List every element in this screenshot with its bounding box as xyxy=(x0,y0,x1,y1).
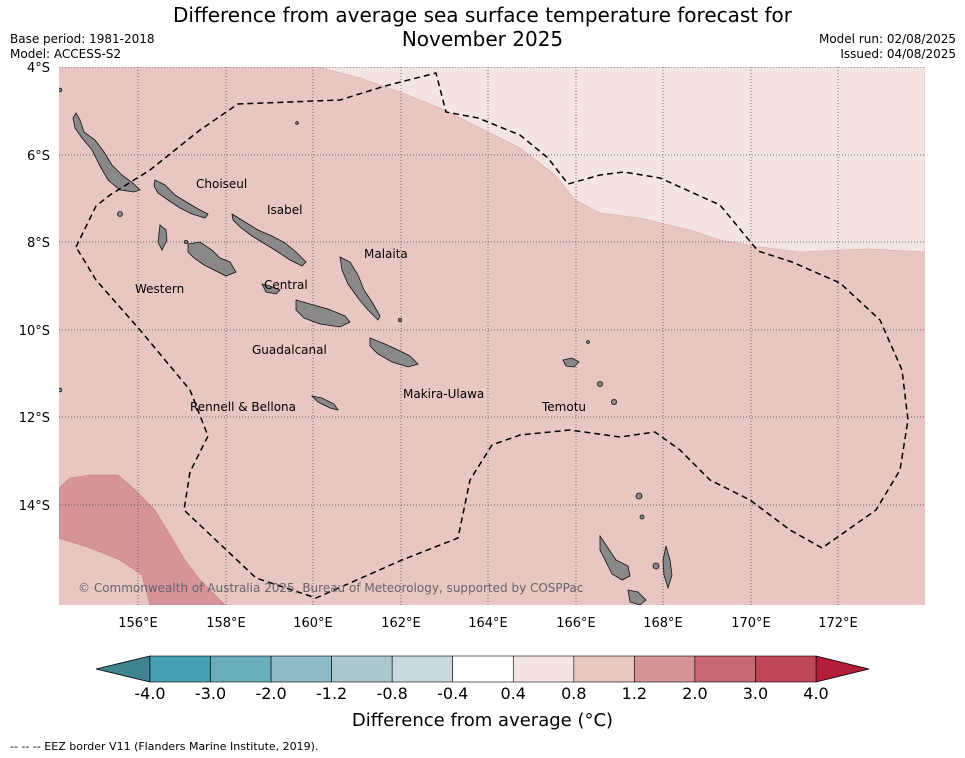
island-guadalcanal xyxy=(295,299,351,328)
region-label-temotu: Temotu xyxy=(541,400,586,414)
lat-label-12s: 12°S xyxy=(19,411,50,426)
colorbar-tick-label: 0.8 xyxy=(561,684,586,703)
region-label-western: Western xyxy=(135,282,184,296)
lat-label-14s: 14°S xyxy=(19,499,50,514)
anomaly-field-0.4-0.8 xyxy=(317,67,925,253)
lat-label-10s: 10°S xyxy=(19,324,50,339)
lat-label-4s: 4°S xyxy=(27,61,50,76)
meta-left: Base period: 1981-2018 Model: ACCESS-S2 xyxy=(10,32,155,62)
colorbar-tick-label: 4.0 xyxy=(803,684,828,703)
island-malaita xyxy=(339,256,381,321)
island-espiritu-santo xyxy=(599,534,631,581)
region-label-isabel: Isabel xyxy=(267,203,302,217)
region-label-makira-ulawa: Makira-Ulawa xyxy=(403,387,484,401)
lon-label-168e: 168°E xyxy=(643,616,683,631)
island-florida xyxy=(261,283,281,295)
colorbar-segment xyxy=(694,655,756,683)
colorbar-tick-label: 0.4 xyxy=(501,684,526,703)
lat-label-6s: 6°S xyxy=(27,149,50,164)
colorbar-ticks: -4.0 -3.0 -2.0 -1.2 -0.8 -0.4 0.4 0.8 1.2 2.0 3.0 4… xyxy=(134,684,828,703)
island-choiseul xyxy=(153,179,209,219)
colorbar-segment xyxy=(331,655,393,683)
model-run: Model run: 02/08/2025 xyxy=(818,32,956,46)
sst-map: Choiseul Isabel Malaita Western Central … xyxy=(19,61,925,631)
colorbar-segment xyxy=(391,655,454,683)
eez-border xyxy=(75,72,909,599)
colorbar-tick-label: 1.2 xyxy=(622,684,647,703)
colorbar-segment xyxy=(149,655,211,683)
colorbar-segment xyxy=(452,655,514,683)
region-label-rennell-bellona: Rennell & Bellona xyxy=(190,400,296,414)
island-new-georgia xyxy=(187,241,237,277)
island-isabel xyxy=(231,213,307,267)
lon-label-172e: 172°E xyxy=(818,616,858,631)
island-nendo xyxy=(562,357,580,368)
colorbar-tick-label: -0.8 xyxy=(377,684,408,703)
colorbar-segment xyxy=(755,655,817,683)
colorbar-segments xyxy=(95,655,870,683)
colorbar-segment xyxy=(512,655,575,683)
issued-date: Issued: 04/08/2025 xyxy=(840,47,956,61)
chart-title: Difference from average sea surface temp… xyxy=(0,3,965,51)
graticule xyxy=(59,67,925,605)
lon-label-166e: 166°E xyxy=(556,616,596,631)
colorbar-segment xyxy=(634,655,696,683)
lat-label-8s: 8°S xyxy=(27,236,50,251)
copyright-note: © Commonwealth of Australia 2025, Bureau… xyxy=(78,581,583,595)
lon-label-158e: 158°E xyxy=(206,616,246,631)
map-area xyxy=(59,67,925,605)
title-line-2: November 2025 xyxy=(401,27,564,51)
island-malekula xyxy=(627,589,647,605)
colorbar-tick-label: 2.0 xyxy=(682,684,707,703)
colorbar-over-triangle xyxy=(815,655,870,683)
land-masses xyxy=(59,87,673,605)
colorbar-segment xyxy=(210,655,272,683)
lon-label-170e: 170°E xyxy=(731,616,771,631)
colorbar-tick-label: -1.2 xyxy=(316,684,347,703)
colorbar-segment xyxy=(573,655,635,683)
base-period: Base period: 1981-2018 xyxy=(10,32,155,46)
lon-label-160e: 160°E xyxy=(293,616,333,631)
title-line-1: Difference from average sea surface temp… xyxy=(172,3,792,27)
region-label-choiseul: Choiseul xyxy=(196,177,247,191)
anomaly-field-1.2-2.0 xyxy=(59,474,226,605)
eez-legend-note: -- -- -- EEZ border V11 (Flanders Marine… xyxy=(10,740,319,753)
colorbar-tick-label: -3.0 xyxy=(195,684,226,703)
lon-label-156e: 156°E xyxy=(118,616,158,631)
island-vanuatu-north xyxy=(662,545,673,590)
lon-label-164e: 164°E xyxy=(468,616,508,631)
island-makira xyxy=(369,337,419,368)
colorbar-tick-label: -0.4 xyxy=(437,684,468,703)
colorbar-label: Difference from average (°C) xyxy=(351,710,614,731)
colorbar-tick-label: -4.0 xyxy=(134,684,165,703)
model-name: Model: ACCESS-S2 xyxy=(10,47,122,61)
island-vella xyxy=(157,224,168,251)
meta-right: Model run: 02/08/2025 Issued: 04/08/2025 xyxy=(819,32,956,62)
region-label-malaita: Malaita xyxy=(364,247,408,261)
colorbar-tick-label: 3.0 xyxy=(743,684,768,703)
lon-label-162e: 162°E xyxy=(381,616,421,631)
region-label-guadalcanal: Guadalcanal xyxy=(252,343,327,357)
region-label-central: Central xyxy=(264,278,308,292)
colorbar-under-triangle xyxy=(95,655,151,683)
colorbar-segment xyxy=(270,655,332,683)
island-rennell xyxy=(310,395,339,411)
colorbar-tick-label: -2.0 xyxy=(255,684,286,703)
island-bougainville xyxy=(72,112,141,193)
